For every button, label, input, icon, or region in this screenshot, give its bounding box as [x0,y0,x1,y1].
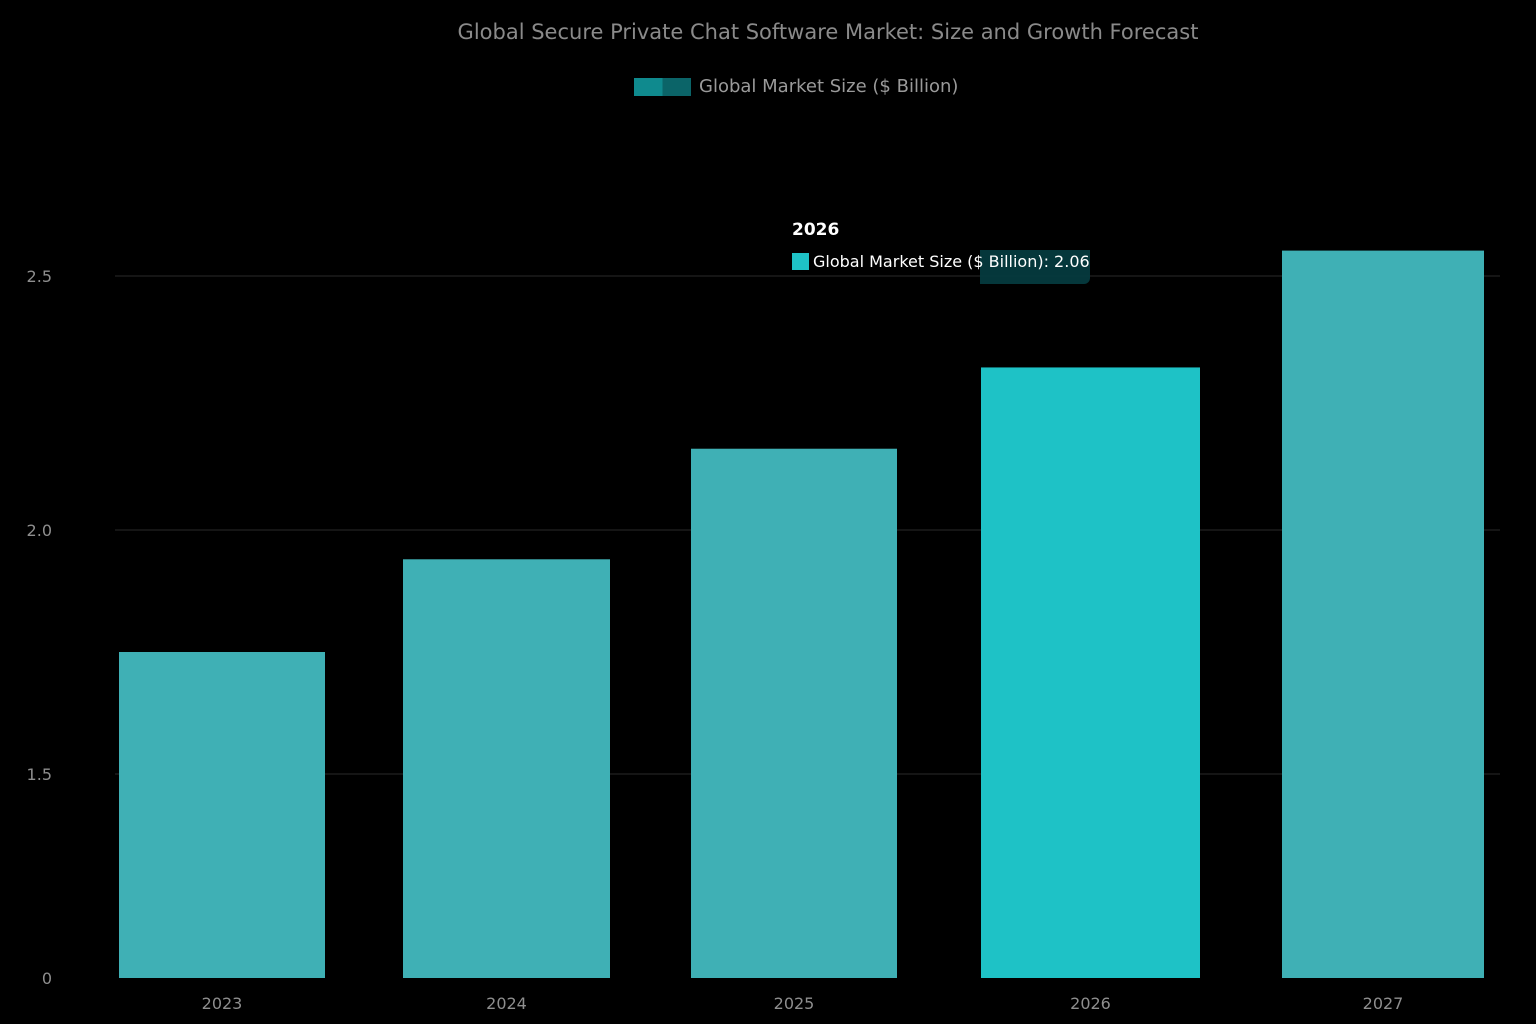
x-tick-label: 2027 [1363,994,1404,1013]
legend-swatch [634,77,691,96]
bar-2026[interactable] [981,367,1200,978]
bars [119,250,1484,979]
x-tick-label: 2023 [202,994,243,1013]
y-axis-ticks: 0 1.5 2.0 2.5 [27,267,52,988]
bar-2027[interactable] [1282,250,1484,979]
x-tick-label: 2025 [774,994,815,1013]
bar-2024[interactable] [403,559,610,978]
y-tick-label: 0 [42,969,52,988]
x-tick-label: 2026 [1070,994,1111,1013]
y-tick-label: 1.5 [27,765,52,784]
legend[interactable]: Global Market Size ($ Billion) [634,76,958,97]
x-tick-label: 2024 [486,994,527,1013]
x-axis-ticks: 2023 2024 2025 2026 2027 [202,994,1404,1013]
y-tick-label: 2.0 [27,521,52,540]
legend-label: Global Market Size ($ Billion) [699,76,959,97]
bar-2023[interactable] [119,652,325,978]
bar-2025[interactable] [691,448,897,979]
chart-title: Global Secure Private Chat Software Mark… [457,20,1199,44]
y-tick-label: 2.5 [27,267,52,286]
